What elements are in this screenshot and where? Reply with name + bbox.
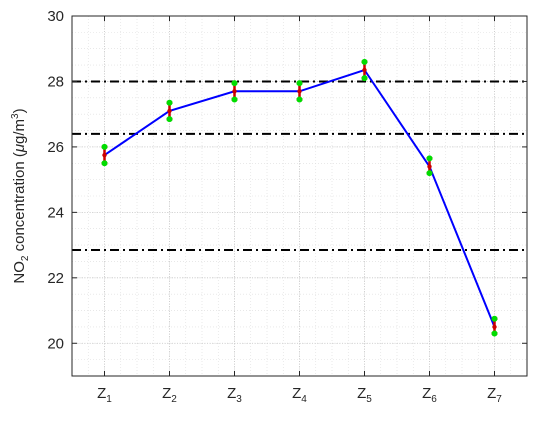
data-point (232, 89, 237, 94)
grid (71, 15, 528, 377)
error-cap-marker-top (361, 58, 368, 65)
x-tick-label-base: Z (487, 385, 496, 402)
x-tick-label-sub: 2 (171, 394, 177, 405)
error-cap-marker-top (166, 99, 173, 106)
x-tick-label-sub: 5 (366, 394, 372, 405)
data-series (101, 58, 498, 337)
x-tick-label: Z2 (162, 385, 177, 405)
error-cap-marker-bottom (296, 96, 303, 103)
y-tick-label: 22 (47, 270, 64, 287)
x-tick-label: Z4 (292, 385, 307, 405)
y-axis-label: NO2 concentration (μg/m3) (10, 108, 31, 283)
y-axis-label-unit: g/m (11, 119, 28, 144)
x-tick-label: Z1 (97, 385, 112, 405)
y-tick-label: 20 (47, 335, 64, 352)
y-tick-label: 26 (47, 139, 64, 156)
error-cap-marker-bottom (491, 330, 498, 337)
error-cap-marker-bottom (231, 96, 238, 103)
x-tick-label-base: Z (292, 385, 301, 402)
y-axis-label-post: ) (11, 108, 28, 113)
y-axis-label-sup: 3 (10, 113, 21, 119)
x-tick-label-sub: 7 (496, 394, 502, 405)
y-tick-label: 30 (47, 8, 64, 25)
x-tick-label-sub: 3 (236, 394, 242, 405)
error-cap-marker-bottom (426, 170, 433, 177)
data-point (102, 152, 107, 158)
y-axis-label-mu: μ (11, 144, 28, 153)
x-tick-label-sub: 4 (301, 394, 307, 405)
x-tick-label-base: Z (422, 385, 431, 402)
x-tick-label: Z7 (487, 385, 502, 405)
error-cap-marker-top (491, 315, 498, 322)
y-axis-label-pre: NO (11, 261, 28, 284)
x-tick-label-sub: 6 (431, 394, 437, 405)
error-cap-marker-top (296, 80, 303, 87)
x-tick-label-sub: 1 (106, 394, 112, 405)
data-point (167, 108, 172, 114)
data-point (362, 67, 367, 73)
y-axis-label-mid: concentration ( (11, 152, 28, 255)
error-cap-marker-bottom (101, 160, 108, 167)
error-cap-marker-top (231, 80, 238, 87)
x-tick-label: Z5 (357, 385, 372, 405)
data-point (427, 164, 432, 169)
data-point (492, 324, 497, 330)
x-tick-label-base: Z (357, 385, 366, 402)
x-tick-label: Z3 (227, 385, 242, 405)
error-cap-marker-top (426, 155, 433, 162)
x-tick-label-base: Z (97, 385, 106, 402)
x-tick-label: Z6 (422, 385, 437, 405)
data-point (297, 89, 302, 94)
error-cap-marker-bottom (361, 75, 368, 82)
y-tick-label: 24 (47, 204, 64, 221)
x-tick-label-base: Z (227, 385, 236, 402)
x-tick-label-base: Z (162, 385, 171, 402)
error-cap-marker-top (101, 143, 108, 150)
y-axis-label-sub: 2 (20, 255, 31, 261)
error-cap-marker-bottom (166, 116, 173, 123)
y-tick-label: 28 (47, 73, 64, 90)
